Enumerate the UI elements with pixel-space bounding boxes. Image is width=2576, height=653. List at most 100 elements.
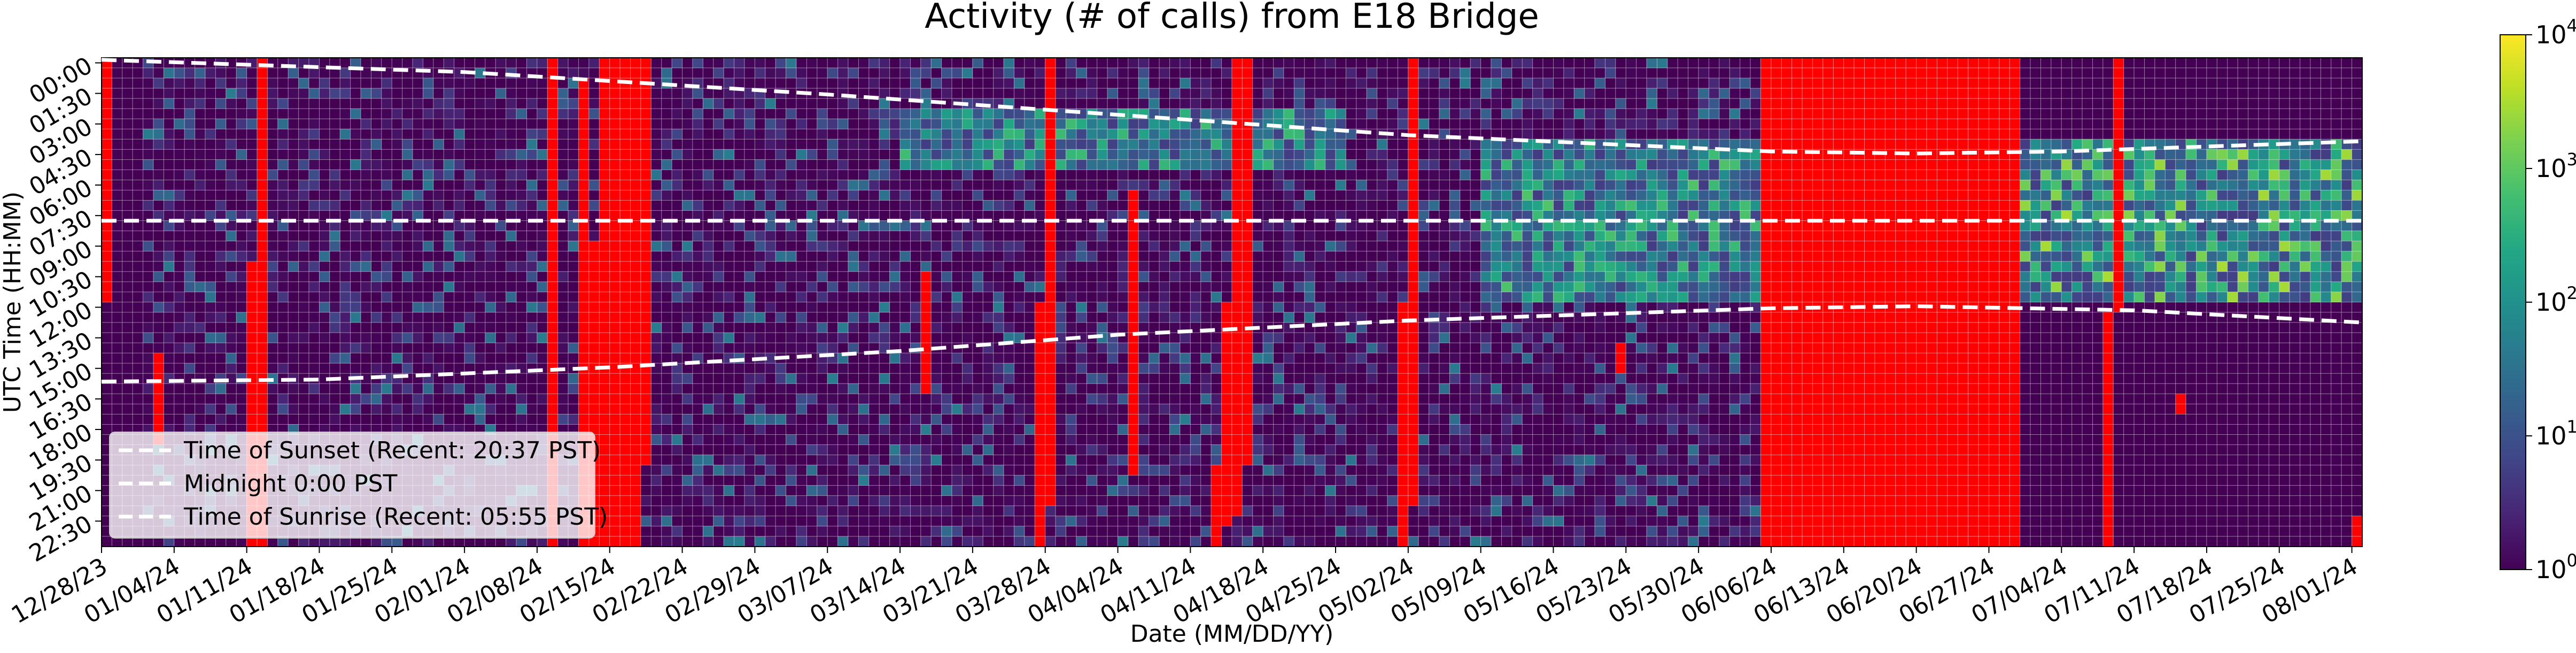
heatmap-cell [443, 180, 455, 191]
heatmap-cell [454, 322, 465, 333]
heatmap-cell [734, 108, 745, 119]
heatmap-cell [485, 108, 496, 119]
heatmap-cell [889, 465, 901, 476]
heatmap-cell [982, 455, 994, 466]
heatmap-cell [329, 261, 340, 272]
heatmap-cell [692, 516, 703, 527]
heatmap-cell [879, 475, 890, 486]
heatmap-cell [174, 118, 185, 129]
heatmap-cell [827, 231, 839, 242]
heatmap-cell [1138, 261, 1150, 272]
heatmap-cell [951, 180, 963, 191]
heatmap-cell [588, 342, 600, 354]
heatmap-cell [692, 139, 703, 150]
heatmap-cell [744, 434, 755, 445]
heatmap-cell [443, 322, 455, 333]
heatmap-cell [1128, 363, 1139, 374]
heatmap-cell [381, 352, 392, 364]
heatmap-cell [630, 302, 641, 313]
heatmap-cell [516, 352, 527, 364]
heatmap-cell [1076, 475, 1087, 486]
heatmap-cell [858, 505, 870, 517]
heatmap-cell [1138, 352, 1150, 364]
heatmap-cell [267, 190, 278, 201]
heatmap-cell [754, 190, 766, 201]
heatmap-cell [360, 261, 371, 272]
heatmap-cell [786, 516, 797, 527]
heatmap-cell [267, 261, 278, 272]
heatmap-cell [1159, 180, 1170, 191]
heatmap-cell [215, 363, 227, 374]
heatmap-cell [609, 302, 620, 313]
heatmap-cell [775, 485, 787, 496]
heatmap-cell [619, 261, 631, 272]
heatmap-cell [423, 149, 434, 160]
heatmap-cell [257, 88, 268, 99]
heatmap-cell [132, 180, 144, 191]
heatmap-cell [817, 57, 828, 68]
heatmap-cell [215, 139, 227, 150]
heatmap-cell [101, 118, 112, 129]
heatmap-cell [682, 413, 693, 425]
heatmap-cell [547, 342, 558, 354]
heatmap-cell [588, 271, 600, 282]
heatmap-cell [817, 526, 828, 537]
heatmap-cell [640, 302, 651, 313]
heatmap-cell [516, 159, 527, 170]
heatmap-cell [277, 413, 289, 425]
heatmap-cell [713, 312, 724, 323]
heatmap-cell [329, 149, 340, 160]
heatmap-cell [702, 67, 714, 79]
heatmap-cell [868, 128, 880, 140]
heatmap-cell [671, 465, 683, 476]
heatmap-cell [661, 149, 672, 160]
heatmap-cell [236, 393, 247, 404]
heatmap-cell [1055, 271, 1067, 282]
heatmap-cell [1034, 128, 1046, 140]
heatmap-cell [1045, 302, 1056, 313]
heatmap-cell [640, 455, 651, 466]
heatmap-cell [723, 413, 735, 425]
heatmap-cell [640, 322, 651, 333]
heatmap-cell [391, 363, 403, 374]
heatmap-cell [972, 67, 983, 79]
heatmap-cell [1034, 444, 1046, 456]
heatmap-cell [143, 413, 154, 425]
heatmap-cell [661, 139, 672, 150]
heatmap-cell [1138, 363, 1150, 374]
heatmap-cell [557, 352, 569, 364]
heatmap-cell [640, 271, 651, 282]
heatmap-cell [806, 536, 818, 547]
heatmap-cell [257, 302, 268, 313]
heatmap-cell [1169, 241, 1181, 252]
heatmap-cell [930, 108, 942, 119]
heatmap-cell [930, 78, 942, 89]
heatmap-cell [1138, 485, 1150, 496]
heatmap-cell [1169, 67, 1181, 79]
heatmap-cell [132, 363, 144, 374]
heatmap-cell [1045, 383, 1056, 394]
heatmap-cell [423, 332, 434, 343]
heatmap-cell [754, 342, 766, 354]
heatmap-cell [122, 169, 133, 180]
heatmap-cell [930, 149, 942, 160]
heatmap-cell [1024, 159, 1035, 170]
heatmap-cell [640, 526, 651, 537]
heatmap-cell [526, 413, 538, 425]
heatmap-cell [339, 118, 351, 129]
heatmap-cell [547, 271, 558, 282]
heatmap-cell [1014, 485, 1025, 496]
heatmap-cell [101, 393, 112, 404]
heatmap-cell [1169, 190, 1181, 201]
heatmap-cell [360, 393, 371, 404]
heatmap-cell [568, 149, 579, 160]
heatmap-cell [423, 180, 434, 191]
heatmap-cell [319, 139, 330, 150]
heatmap-cell [1128, 495, 1139, 506]
heatmap-cell [1034, 475, 1046, 486]
heatmap-cell [682, 98, 693, 109]
heatmap-cell [1076, 536, 1087, 547]
heatmap-cell [506, 159, 517, 170]
heatmap-cell [360, 98, 371, 109]
heatmap-cell [682, 180, 693, 191]
